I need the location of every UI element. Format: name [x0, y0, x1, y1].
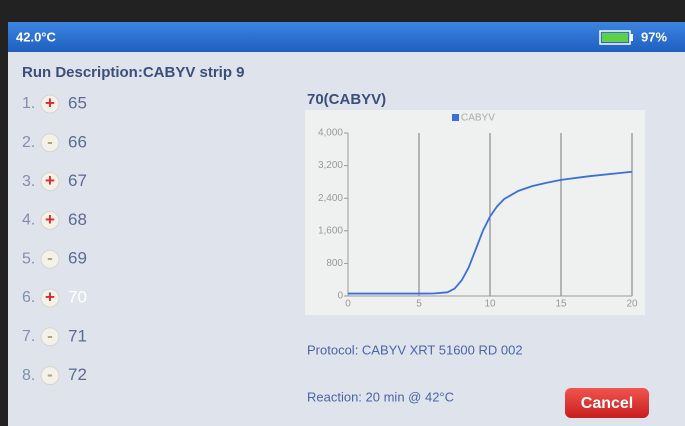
well-label[interactable]: 72: [68, 365, 87, 384]
y-tick-label: 1,600: [318, 225, 343, 236]
well-label[interactable]: 70: [68, 287, 87, 306]
well-item[interactable]: 8.-72: [22, 365, 87, 385]
well-index[interactable]: 5.: [22, 250, 35, 267]
chart-title: 70(CABYV): [307, 91, 386, 108]
well-item[interactable]: 2.-66: [22, 132, 87, 152]
well-index[interactable]: 2.: [22, 134, 35, 151]
temperature: 42.0°C: [16, 29, 57, 44]
run-description: Run Description:CABYV strip 9: [22, 64, 245, 81]
well-index[interactable]: 4.: [22, 212, 35, 229]
well-index[interactable]: 3.: [22, 173, 35, 190]
chart-area: [305, 110, 645, 315]
well-sign[interactable]: +: [45, 287, 55, 306]
x-tick-label: 0: [345, 299, 351, 310]
y-tick-label: 2,400: [318, 193, 343, 204]
well-label[interactable]: 71: [68, 326, 87, 345]
well-label[interactable]: 68: [68, 210, 87, 229]
well-item[interactable]: 3. +67: [22, 171, 87, 191]
well-label[interactable]: 69: [68, 249, 87, 268]
well-index[interactable]: 8.: [22, 367, 35, 384]
x-tick-label: 5: [416, 299, 422, 310]
well-item[interactable]: 5.-69: [22, 249, 87, 269]
y-tick-label: 4,000: [318, 128, 343, 139]
status-bar: [8, 22, 685, 52]
x-tick-label: 15: [555, 299, 567, 310]
y-tick-label: 3,200: [318, 160, 343, 171]
well-sign[interactable]: +: [45, 93, 55, 112]
well-sign[interactable]: -: [47, 132, 53, 151]
y-tick-label: 0: [337, 291, 343, 302]
well-item[interactable]: 7.-71: [22, 326, 87, 346]
battery: 97%: [641, 29, 667, 44]
well-sign[interactable]: +: [45, 171, 55, 190]
reaction: Reaction: 20 min @ 42°C: [307, 389, 454, 404]
protocol: Protocol: CABYV XRT 51600 RD 002: [307, 342, 523, 357]
well-label[interactable]: 67: [68, 171, 87, 190]
legend-label: CABYV: [461, 113, 495, 124]
well-sign[interactable]: -: [47, 365, 53, 384]
x-tick-label: 20: [626, 299, 638, 310]
cancel-button[interactable]: Cancel: [565, 388, 649, 418]
x-tick-label: 10: [484, 299, 496, 310]
well-index[interactable]: 6.: [22, 289, 35, 306]
screen: 42.0°C 97% Run Description:CABYV strip 9…: [0, 0, 685, 426]
well-sign[interactable]: -: [47, 249, 53, 268]
well-index[interactable]: 7.: [22, 328, 35, 345]
well-index[interactable]: 1.: [22, 95, 35, 112]
legend-swatch: [452, 114, 459, 121]
well-label[interactable]: 65: [68, 93, 87, 112]
y-tick-label: 800: [326, 258, 343, 269]
well-sign[interactable]: -: [47, 326, 53, 345]
well-label[interactable]: 66: [68, 132, 87, 151]
well-sign[interactable]: +: [45, 210, 55, 229]
cancel-label[interactable]: Cancel: [581, 395, 633, 412]
well-item[interactable]: 6. +70: [22, 287, 87, 307]
well-item[interactable]: 1. +65: [22, 93, 87, 113]
well-item[interactable]: 4. +68: [22, 210, 87, 230]
